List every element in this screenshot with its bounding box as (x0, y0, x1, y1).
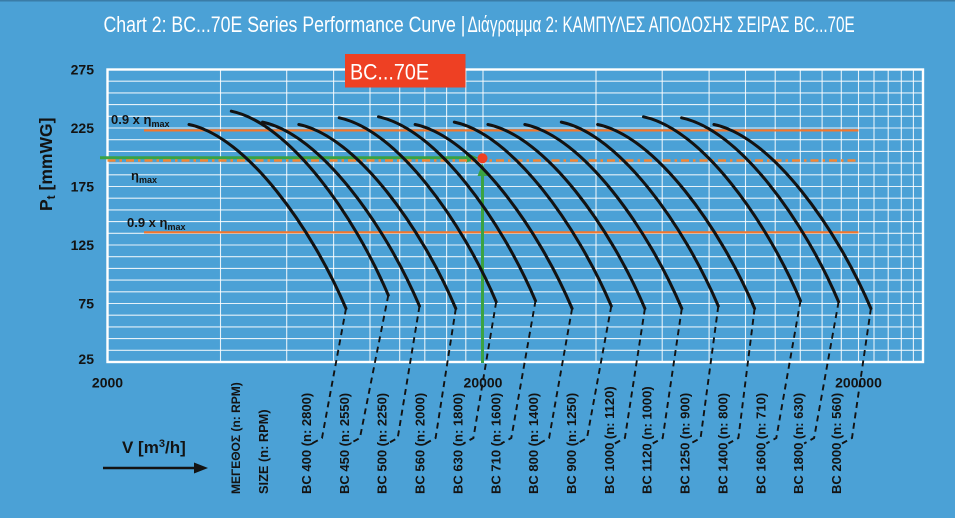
svg-text:BC 500 (n: 2250): BC 500 (n: 2250) (375, 393, 390, 494)
svg-text:BC 1120 (n: 1000): BC 1120 (n: 1000) (640, 386, 655, 494)
svg-text:BC...70E: BC...70E (350, 61, 429, 85)
svg-text:Pt [mmWG]: Pt [mmWG] (36, 118, 58, 211)
svg-text:BC 560 (n: 2000): BC 560 (n: 2000) (413, 393, 428, 494)
svg-text:BC 450 (n: 2550): BC 450 (n: 2550) (337, 393, 352, 494)
svg-text:125: 125 (71, 237, 95, 253)
svg-text:BC 900 (n: 1250): BC 900 (n: 1250) (564, 393, 579, 494)
svg-text:BC 1250 (n: 900): BC 1250 (n: 900) (678, 393, 693, 494)
svg-text:BC 1400 (n: 800): BC 1400 (n: 800) (715, 393, 730, 494)
svg-text:BC 1000 (n: 1120): BC 1000 (n: 1120) (602, 386, 617, 494)
svg-text:BC 2000 (n: 560): BC 2000 (n: 560) (829, 393, 844, 494)
svg-text:225: 225 (71, 120, 95, 136)
svg-text:200000: 200000 (835, 375, 882, 391)
svg-text:V [m3/h]: V [m3/h] (122, 438, 186, 457)
svg-text:Διάγραμμα 2: ΚΑΜΠΥΛΕΣ ΑΠΟΔΟΣΗΣ: Διάγραμμα 2: ΚΑΜΠΥΛΕΣ ΑΠΟΔΟΣΗΣ ΣΕΙΡΑΣ BC… (468, 13, 855, 37)
svg-text:SIZE (n: RPM): SIZE (n: RPM) (256, 409, 271, 494)
svg-text:BC 400 (n: 2800): BC 400 (n: 2800) (299, 393, 314, 494)
svg-text:BC 630 (n: 1800): BC 630 (n: 1800) (450, 393, 465, 494)
svg-text:BC 800 (n: 1400): BC 800 (n: 1400) (526, 393, 541, 494)
svg-text:BC 710 (n: 1600): BC 710 (n: 1600) (488, 393, 503, 494)
svg-text:2000: 2000 (92, 375, 123, 391)
svg-text:20000: 20000 (464, 375, 503, 391)
svg-text:275: 275 (71, 62, 95, 78)
svg-text:25: 25 (78, 351, 94, 367)
svg-text:ΜΕΓΕΘΟΣ (n: RPM): ΜΕΓΕΘΟΣ (n: RPM) (229, 382, 243, 494)
svg-text:Chart 2: BC...70E Series Perfo: Chart 2: BC...70E Series Performance Cur… (104, 13, 466, 37)
svg-text:BC 1800 (n: 630): BC 1800 (n: 630) (791, 393, 806, 494)
svg-text:75: 75 (78, 296, 94, 312)
svg-text:BC 1600 (n: 710): BC 1600 (n: 710) (753, 393, 768, 494)
svg-text:175: 175 (71, 179, 95, 195)
